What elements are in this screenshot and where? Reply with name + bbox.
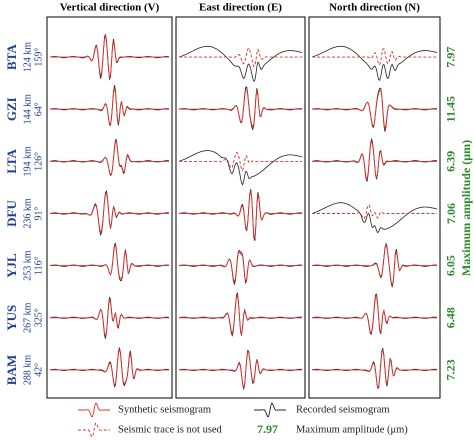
legend-unused-icon [78,422,110,438]
synthetic-trace [179,190,302,239]
synthetic-trace [312,296,437,335]
max-amplitude: 11.45 [444,96,458,122]
station-code: YUS [4,305,19,331]
synthetic-trace [50,141,169,176]
station-azimuth: 91° [33,207,44,221]
panel-title: North direction (N) [329,2,420,14]
recorded-trace [311,293,438,336]
panel [46,16,173,399]
synthetic-trace [312,48,437,66]
legend-synthetic: Synthetic seismogram [118,404,211,415]
recorded-trace [178,249,303,286]
station-distance: 194 km [22,146,33,177]
legend-synthetic-icon [78,402,110,418]
synthetic-trace [312,243,437,286]
synthetic-trace [179,251,302,284]
recorded-trace [49,347,170,388]
max-amplitude: 6.05 [444,255,458,276]
recorded-trace [49,190,170,236]
legend-amplitude-value: 7.97 [257,422,278,436]
legend-amplitude: Maximum amplitude (μm) [296,424,408,435]
recorded-trace [311,87,438,132]
max-amplitude: 6.39 [444,151,458,172]
recorded-trace [311,45,438,81]
station-azimuth: 42° [33,363,44,377]
synthetic-trace [179,293,302,335]
station-code: DFU [4,200,19,227]
recorded-trace [178,150,303,186]
recorded-trace [49,85,170,127]
station-code: YJL [4,253,19,278]
panel [308,16,441,399]
synthetic-trace [50,297,169,337]
amplitude-axis-label: Maximum amplitude (μm) [459,140,473,276]
recorded-trace [311,202,438,234]
station-code: BTA [4,44,19,70]
station-azimuth: 64° [33,102,44,116]
max-amplitude: 7.06 [444,203,458,224]
synthetic-trace [50,244,169,280]
synthetic-trace [312,89,437,130]
synthetic-trace [179,88,302,129]
station-distance: 267 km [22,302,33,333]
panel [175,16,306,399]
max-amplitude: 7.23 [444,359,458,380]
recorded-trace [178,86,303,131]
legend-recorded: Recorded seismogram [296,404,390,415]
station-distance: 288 km [22,355,33,386]
synthetic-trace [50,87,169,126]
synthetic-trace [312,349,437,388]
recorded-trace [178,189,303,242]
recorded-trace [178,45,303,83]
station-distance: 253 km [22,250,33,281]
legend-unused: Seismic trace is not used [118,424,223,435]
synthetic-trace [179,47,302,68]
max-amplitude: 6.48 [444,307,458,328]
station-azimuth: 116° [33,256,44,275]
station-code: GZI [4,97,19,121]
station-distance: 124 km [22,42,33,72]
max-amplitude: 7.97 [444,47,458,68]
station-code: BAM [4,355,19,385]
station-azimuth: 126° [33,152,44,171]
recorded-trace [49,242,170,282]
synthetic-trace [50,348,169,387]
station-azimuth: 159° [33,48,44,67]
station-code: LTA [4,148,19,173]
synthetic-trace [179,152,302,172]
synthetic-trace [312,139,437,180]
synthetic-trace [179,351,302,389]
panel-title: East direction (E) [199,2,282,14]
legend-recorded-icon [254,402,286,418]
synthetic-trace [312,204,437,220]
synthetic-trace [50,34,169,80]
synthetic-trace [50,192,169,234]
station-distance: 236 km [22,198,33,229]
station-distance: 144 km [22,94,33,125]
panel-title: Vertical direction (V) [60,2,160,14]
station-azimuth: 325° [33,308,44,327]
recorded-trace [311,347,438,389]
